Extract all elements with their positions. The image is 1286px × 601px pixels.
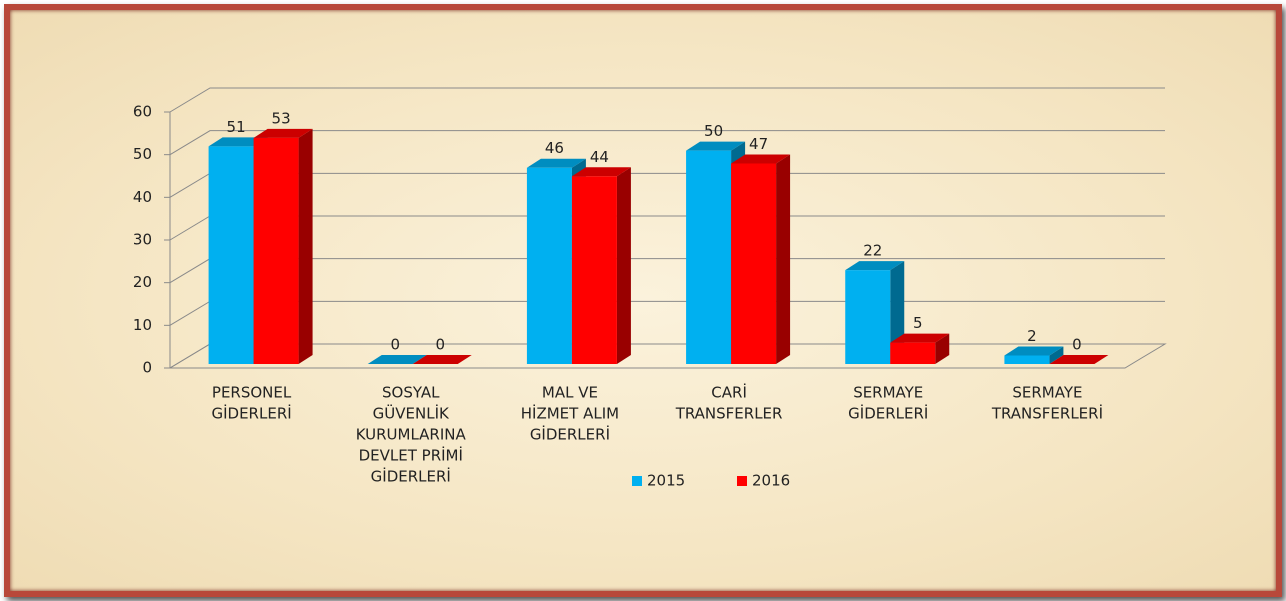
grid-line xyxy=(169,130,1165,156)
y-tick-label: 10 xyxy=(133,316,152,334)
x-tick-label: DEVLET PRİMİ xyxy=(359,446,463,465)
bar-top xyxy=(890,333,950,343)
bar-top xyxy=(367,355,427,364)
y-tick-label: 50 xyxy=(133,145,152,163)
bar-top xyxy=(686,141,746,151)
bar-side xyxy=(935,333,950,364)
bar-side xyxy=(616,167,631,364)
legend-label: 2016 xyxy=(752,472,790,490)
bar-side xyxy=(1049,346,1064,364)
x-tick-label: SOSYAL xyxy=(382,384,440,402)
x-tick-label: GİDERLERİ xyxy=(211,404,291,423)
bar xyxy=(1004,346,1064,364)
grid-line xyxy=(169,300,1165,326)
bar-top xyxy=(845,261,905,271)
bar-top xyxy=(526,158,586,168)
bar xyxy=(890,333,950,364)
bar-top xyxy=(571,167,631,177)
value-label: 44 xyxy=(590,148,609,166)
bar-front xyxy=(571,176,617,364)
bar xyxy=(412,355,472,364)
bar-top xyxy=(1004,346,1064,356)
y-tick-label: 0 xyxy=(142,359,152,377)
legend-label: 2015 xyxy=(647,472,685,490)
value-label: 46 xyxy=(545,139,564,157)
x-tick-label: MAL VE xyxy=(542,384,598,402)
value-label: 47 xyxy=(749,135,768,153)
bar xyxy=(253,128,313,364)
bar-front xyxy=(890,342,936,364)
bar xyxy=(571,167,631,364)
bar-front xyxy=(731,163,777,364)
bar-top xyxy=(1049,355,1109,364)
bar-front xyxy=(845,270,891,364)
grid-line xyxy=(169,258,1165,284)
bar xyxy=(367,355,427,364)
value-label: 5 xyxy=(913,314,923,332)
bar-front xyxy=(1004,355,1050,364)
bar-top xyxy=(731,154,791,164)
value-label: 0 xyxy=(1072,336,1082,354)
value-label: 53 xyxy=(272,109,291,127)
value-label: 50 xyxy=(704,122,723,140)
legend-swatch xyxy=(737,476,747,486)
value-label: 2 xyxy=(1027,327,1037,345)
grid-line xyxy=(169,172,1165,198)
value-label: 22 xyxy=(863,242,882,260)
bar-front xyxy=(526,167,572,364)
bar xyxy=(1049,355,1109,364)
bar xyxy=(731,154,791,364)
value-label: 0 xyxy=(390,336,400,354)
x-tick-label: GİDERLERİ xyxy=(530,425,610,444)
legend-swatch xyxy=(632,476,642,486)
x-tick-label: SERMAYE xyxy=(853,384,923,402)
bar-front xyxy=(253,137,299,364)
grid-line xyxy=(169,215,1165,241)
grid-line xyxy=(169,87,1165,113)
bar-front xyxy=(208,146,254,364)
bar-top xyxy=(412,355,472,364)
value-label: 0 xyxy=(435,336,445,354)
y-tick-label: 30 xyxy=(133,231,152,249)
x-tick-label: CARİ xyxy=(711,383,747,402)
bar-side xyxy=(298,128,313,364)
value-label: 51 xyxy=(227,118,246,136)
x-tick-label: GÜVENLİK xyxy=(373,404,450,423)
x-tick-label: HİZMET ALIM xyxy=(521,404,619,423)
bar-side xyxy=(776,154,791,364)
bar-top xyxy=(253,128,313,138)
x-tick-label: GİDERLERİ xyxy=(371,467,451,486)
y-tick-label: 20 xyxy=(133,273,152,291)
x-tick-label: TRANSFERLERİ xyxy=(991,404,1103,423)
x-tick-label: SERMAYE xyxy=(1012,384,1082,402)
x-tick-label: TRANSFERLER xyxy=(675,405,783,423)
bar-front xyxy=(686,150,732,364)
bar-top xyxy=(208,137,268,147)
x-tick-label: GİDERLERİ xyxy=(848,404,928,423)
x-tick-label: KURUMLARINA xyxy=(356,426,467,444)
x-tick-label: PERSONEL xyxy=(212,384,292,402)
y-tick-label: 60 xyxy=(133,103,152,121)
y-tick-label: 40 xyxy=(133,188,152,206)
